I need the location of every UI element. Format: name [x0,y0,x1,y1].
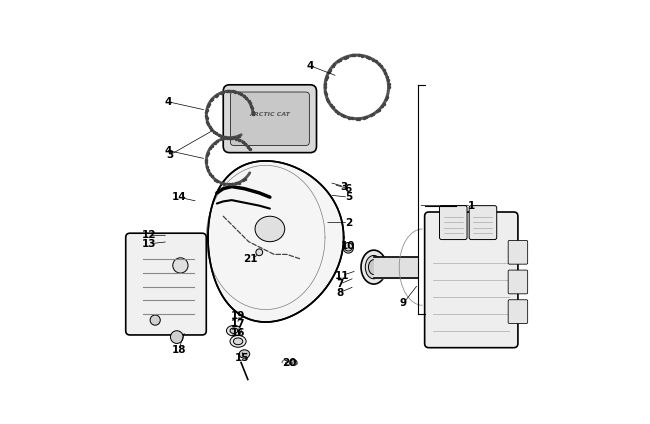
Text: 4: 4 [306,61,314,71]
Text: 8: 8 [336,287,343,298]
Circle shape [170,331,183,343]
Ellipse shape [365,255,382,279]
FancyBboxPatch shape [508,300,528,324]
Text: 2: 2 [344,218,352,228]
Text: 4: 4 [164,145,172,156]
Text: 17: 17 [231,319,246,329]
Ellipse shape [230,335,246,347]
Polygon shape [208,161,344,322]
Text: 4: 4 [164,97,172,107]
Ellipse shape [226,326,241,336]
Text: 18: 18 [172,345,186,355]
FancyBboxPatch shape [439,206,467,240]
Text: 5: 5 [344,192,352,202]
Text: 6: 6 [344,184,352,194]
Ellipse shape [289,360,297,365]
Text: 11: 11 [335,271,349,281]
Ellipse shape [369,259,379,275]
Circle shape [343,243,354,253]
Text: 20: 20 [281,357,296,368]
Circle shape [173,258,188,273]
Text: 12: 12 [142,230,156,240]
Text: 3: 3 [341,181,348,192]
Ellipse shape [230,328,238,333]
Text: 21: 21 [244,254,258,264]
Text: 15: 15 [235,353,250,363]
Text: 16: 16 [231,328,245,338]
Text: 19: 19 [231,311,245,321]
Circle shape [150,315,161,325]
Ellipse shape [239,350,250,358]
Circle shape [256,249,263,256]
Text: 9: 9 [400,298,407,308]
FancyBboxPatch shape [231,92,309,145]
FancyBboxPatch shape [508,270,528,294]
Text: 14: 14 [172,192,186,202]
Ellipse shape [255,216,285,242]
FancyBboxPatch shape [469,206,497,240]
Ellipse shape [233,338,242,345]
FancyBboxPatch shape [508,240,528,264]
Ellipse shape [361,250,387,284]
Text: 10: 10 [341,241,356,251]
Text: 3: 3 [166,150,174,160]
Text: 13: 13 [142,239,156,249]
Text: ARCTIC CAT: ARCTIC CAT [250,112,291,117]
FancyBboxPatch shape [223,85,317,153]
FancyBboxPatch shape [424,212,518,348]
Circle shape [344,243,352,251]
FancyBboxPatch shape [125,233,206,335]
Text: 7: 7 [336,279,344,289]
Text: 1: 1 [467,201,475,211]
